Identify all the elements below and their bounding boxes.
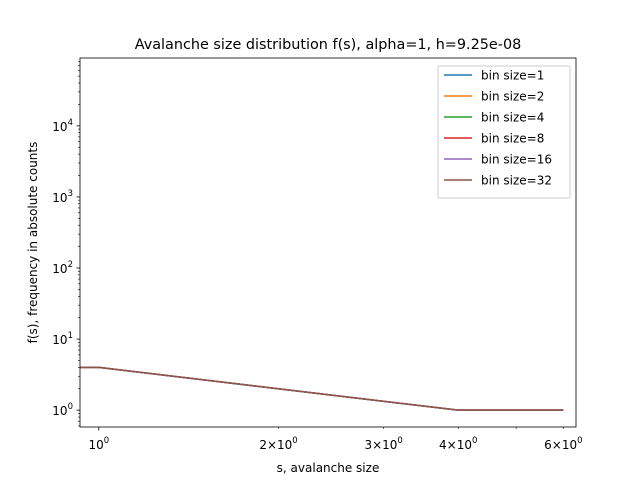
legend-label: bin size=4 xyxy=(481,111,544,125)
legend-label: bin size=2 xyxy=(481,90,544,104)
x-tick-label: 3×100 xyxy=(364,436,402,452)
x-axis-ticks: 100 2×100 3×100 4×100 6×100 xyxy=(88,427,583,452)
series-layer xyxy=(80,366,564,411)
plot-area-frame xyxy=(79,57,577,428)
legend-label: bin size=1 xyxy=(481,69,544,83)
x-tick-label: 100 xyxy=(88,436,109,452)
y-axis-ticks: 100 101 102 103 104 xyxy=(52,61,80,427)
legend-label: bin size=32 xyxy=(481,174,552,188)
x-tick-label: 2×100 xyxy=(259,436,297,452)
y-tick-label: 101 xyxy=(52,331,73,347)
y-tick-label: 102 xyxy=(52,260,73,276)
x-axis-label: s, avalanche size xyxy=(277,461,380,475)
chart-title: Avalanche size distribution f(s), alpha=… xyxy=(135,37,522,53)
legend: bin size=1 bin size=2 bin size=4 bin size=8… xyxy=(437,65,571,199)
y-axis-label: f(s), frequency in absolute counts xyxy=(26,142,40,344)
series-line-6 xyxy=(80,366,564,411)
x-tick-label: 6×100 xyxy=(544,436,582,452)
y-tick-label: 103 xyxy=(52,189,73,205)
y-tick-label: 104 xyxy=(52,118,73,134)
y-tick-label: 100 xyxy=(52,402,73,418)
legend-label: bin size=8 xyxy=(481,132,544,146)
legend-label: bin size=16 xyxy=(481,153,552,167)
x-tick-label: 4×100 xyxy=(439,436,477,452)
legend-box xyxy=(437,65,571,199)
